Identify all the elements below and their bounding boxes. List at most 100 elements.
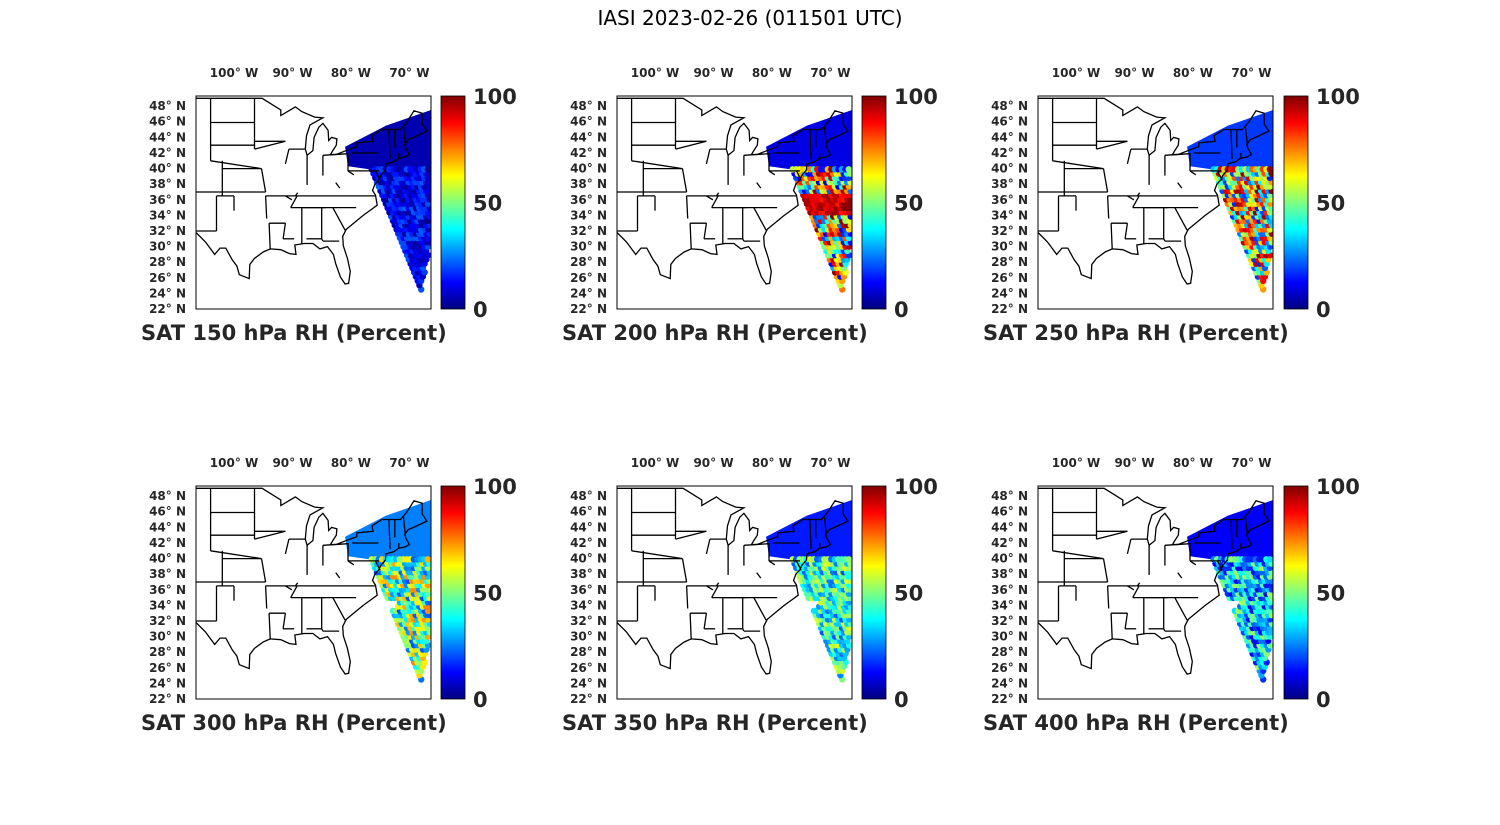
lon-tick-label: 90° W xyxy=(693,66,733,80)
colorbar-tick-label: 100 xyxy=(473,475,517,499)
lon-tick-label: 70° W xyxy=(1231,66,1271,80)
lat-tick-label: 48° N xyxy=(570,99,607,113)
lat-tick-label: 34° N xyxy=(149,208,186,222)
map-frame xyxy=(616,485,853,700)
map-panel-250: 100° W 90° W 80° W 70° W 48° N 46° N44° N 42° … xyxy=(983,66,1360,345)
lat-tick-label: 32° N xyxy=(149,224,186,238)
lat-tick-label: 38° N xyxy=(570,177,607,191)
lat-tick-label: 32° N xyxy=(570,614,607,628)
map-frame xyxy=(1037,95,1274,310)
lon-tick-label: 70° W xyxy=(810,456,850,470)
lat-tick-label: 30° N xyxy=(570,630,607,644)
lat-tick-label: 32° N xyxy=(991,224,1028,238)
colorbar-gradient xyxy=(1283,485,1309,700)
lat-tick-label: 40° N xyxy=(991,552,1028,566)
lat-tick-label: 36° N xyxy=(149,583,186,597)
lat-tick-label: 26° N xyxy=(991,661,1028,675)
lat-tick-label: 34° N xyxy=(991,208,1028,222)
lon-tick-label: 90° W xyxy=(1114,456,1154,470)
lon-tick-label: 80° W xyxy=(752,456,792,470)
lat-tick-label: 40° N xyxy=(149,162,186,176)
lat-tick-label: 22° N xyxy=(991,302,1028,316)
lon-tick-label: 90° W xyxy=(272,456,312,470)
rh-point xyxy=(1266,166,1273,173)
map-frame xyxy=(195,485,432,700)
lon-tick-label: 70° W xyxy=(1231,456,1271,470)
lat-tick-label: 48° N xyxy=(149,489,186,503)
lat-tick-label: 24° N xyxy=(570,676,607,690)
colorbar-tick-label: 100 xyxy=(473,85,517,109)
lon-tick-label: 100° W xyxy=(631,66,679,80)
state-borders xyxy=(1038,98,1248,249)
lon-tick-label: 90° W xyxy=(272,66,312,80)
northeast-rh-patch xyxy=(766,500,852,563)
lon-tick-label: 80° W xyxy=(752,66,792,80)
lat-tick-label: 42° N xyxy=(991,536,1028,550)
lat-tick-label: 36° N xyxy=(570,583,607,597)
colorbar-gradient xyxy=(440,95,466,310)
lat-tick-label: 42° N xyxy=(149,146,186,160)
lat-tick-label: 40° N xyxy=(991,162,1028,176)
colorbar-gradient xyxy=(861,95,887,310)
lat-tick-label: 36° N xyxy=(991,193,1028,207)
colorbar-tick-label: 0 xyxy=(894,688,909,712)
rh-swath xyxy=(1187,500,1273,683)
rh-swath xyxy=(766,500,852,683)
rh-point xyxy=(845,166,852,173)
colorbar-tick-label: 100 xyxy=(1316,475,1360,499)
lat-tick-label: 40° N xyxy=(570,552,607,566)
northeast-rh-patch xyxy=(1187,110,1273,173)
lat-tick-label: 24° N xyxy=(991,676,1028,690)
lat-tick-label: 24° N xyxy=(149,286,186,300)
lat-tick-label: 32° N xyxy=(570,224,607,238)
coastline xyxy=(195,487,428,675)
lat-tick-label: 24° N xyxy=(149,676,186,690)
northeast-rh-patch xyxy=(1187,500,1273,563)
lat-tick-label: 42° N xyxy=(570,146,607,160)
lat-tick-label: 26° N xyxy=(149,271,186,285)
coastline xyxy=(1037,487,1270,675)
colorbar-tick-label: 50 xyxy=(894,192,923,216)
lat-tick-label: 38° N xyxy=(991,177,1028,191)
colorbar: 100 50 0 xyxy=(1283,85,1360,322)
lat-tick-label: 38° N xyxy=(149,567,186,581)
rh-point xyxy=(424,166,431,173)
lat-tick-label: 38° N xyxy=(991,567,1028,581)
lat-tick-label: 44° N xyxy=(149,520,186,534)
lon-tick-label: 80° W xyxy=(331,66,371,80)
lat-tick-label: 46° N xyxy=(149,505,186,519)
colorbar-tick-label: 0 xyxy=(1316,298,1331,322)
map-panel-200: 100° W 90° W 80° W 70° W 48° N 46° N44° N 42° … xyxy=(562,66,938,345)
colorbar-tick-label: 0 xyxy=(473,688,488,712)
lat-tick-label: 40° N xyxy=(149,552,186,566)
lat-tick-label: 26° N xyxy=(570,661,607,675)
lat-tick-label: 40° N xyxy=(570,162,607,176)
lat-tick-label: 26° N xyxy=(991,271,1028,285)
colorbar-gradient xyxy=(440,485,466,700)
lat-tick-label: 32° N xyxy=(149,614,186,628)
colorbar-tick-label: 100 xyxy=(894,475,938,499)
colorbar-gradient xyxy=(1283,95,1309,310)
colorbar-tick-label: 0 xyxy=(473,298,488,322)
colorbar-tick-label: 0 xyxy=(894,298,909,322)
rh-swath xyxy=(766,110,852,293)
lat-tick-label: 42° N xyxy=(149,536,186,550)
colorbar-tick-label: 100 xyxy=(894,85,938,109)
rh-point xyxy=(1266,556,1273,563)
lat-tick-label: 46° N xyxy=(149,115,186,129)
state-borders xyxy=(617,98,827,249)
colorbar-tick-label: 50 xyxy=(473,192,502,216)
lon-tick-label: 80° W xyxy=(1173,66,1213,80)
lat-tick-label: 22° N xyxy=(991,692,1028,706)
colorbar: 100 50 0 xyxy=(1283,475,1360,712)
lon-tick-label: 90° W xyxy=(1114,66,1154,80)
lat-tick-label: 26° N xyxy=(149,661,186,675)
lat-tick-label: 30° N xyxy=(149,630,186,644)
panel-caption: SAT 200 hPa RH (Percent) xyxy=(562,321,868,345)
lat-tick-label: 48° N xyxy=(991,99,1028,113)
rh-swath xyxy=(1187,110,1273,293)
lat-tick-label: 44° N xyxy=(149,130,186,144)
coastline xyxy=(195,97,428,285)
lat-tick-label: 42° N xyxy=(570,536,607,550)
